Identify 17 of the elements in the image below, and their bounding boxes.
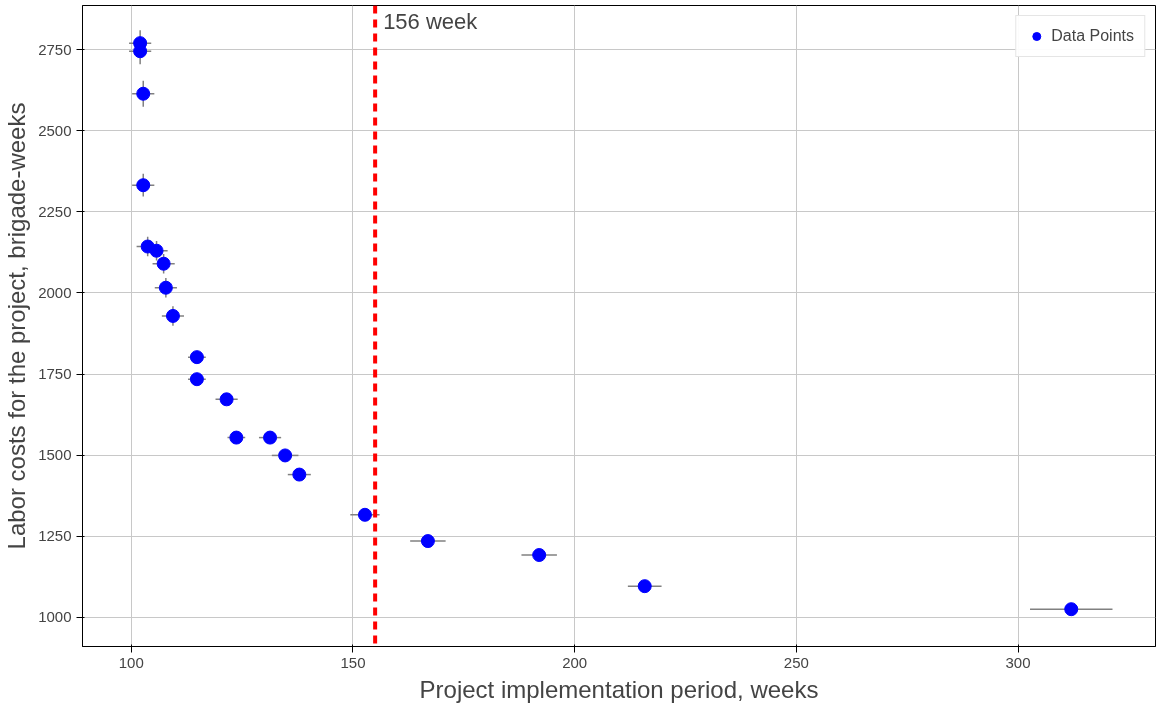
x-axis-title: Project implementation period, weeks — [419, 675, 819, 703]
x-tick-label: 100 — [118, 653, 144, 671]
x-tick-label: 300 — [1005, 653, 1031, 671]
y-tick-label: 2750 — [38, 40, 72, 58]
y-tick-label: 1750 — [38, 365, 72, 383]
y-tick-label: 2500 — [38, 121, 72, 139]
x-tick-label: 250 — [783, 653, 809, 671]
x-tick-label: 200 — [562, 653, 588, 671]
ref-line-label: 156 week — [383, 8, 479, 34]
y-axis-title: Labor costs for the project, brigade-weeks — [3, 102, 31, 550]
y-tick-label: 2250 — [38, 202, 72, 220]
x-tick-label: 150 — [340, 653, 366, 671]
legend-label: Data Points — [1051, 27, 1134, 45]
y-tick-label: 2000 — [38, 283, 72, 301]
y-tick-label: 1250 — [38, 527, 72, 545]
y-tick-label: 1500 — [38, 446, 72, 464]
y-tick-label: 1000 — [38, 608, 72, 626]
